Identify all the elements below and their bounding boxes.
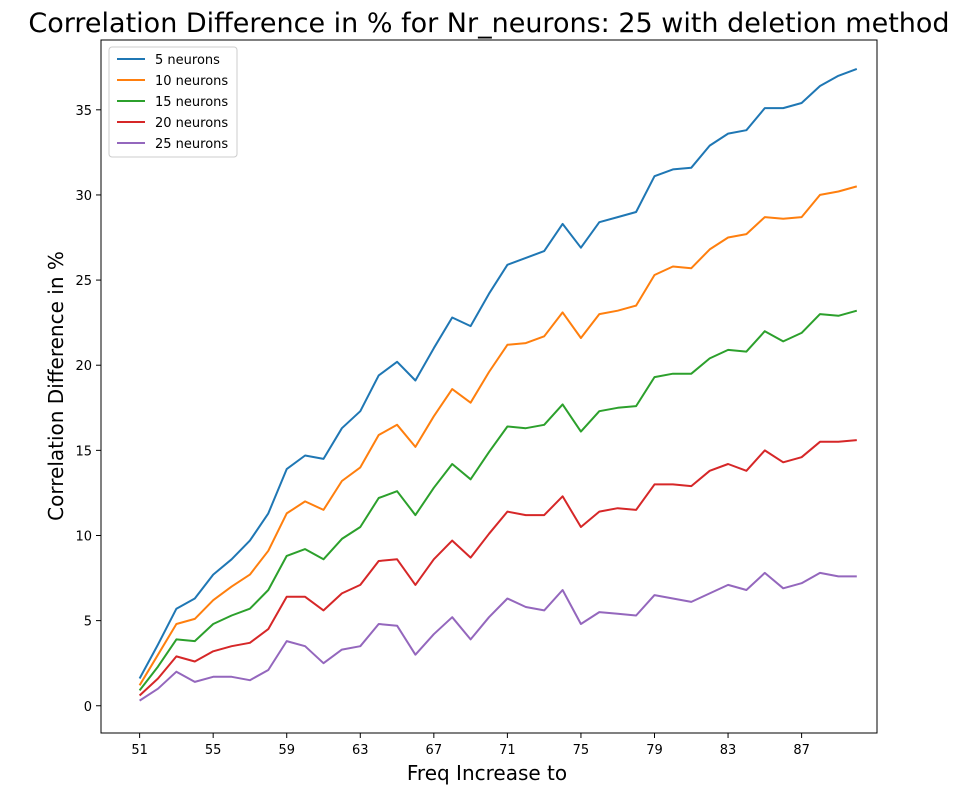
legend-label: 20 neurons: [155, 116, 228, 131]
plot-area: [100, 39, 878, 734]
x-tick-label: 75: [573, 743, 590, 758]
y-tick-label: 15: [75, 444, 92, 459]
y-tick-label: 25: [75, 274, 92, 289]
y-tick-label: 35: [75, 104, 92, 119]
x-tick-label: 87: [793, 743, 810, 758]
series-line-2: [138, 185, 858, 686]
y-tick-label: 30: [75, 189, 92, 204]
x-tick-label: 83: [720, 743, 737, 758]
y-tick-label: 10: [75, 529, 92, 544]
x-axis: 51 55 59 63 67 71 75 79 83 87: [131, 733, 810, 758]
x-tick-label: 55: [205, 743, 222, 758]
series-line-5: [139, 571, 857, 702]
y-tick-label: 20: [75, 359, 92, 374]
legend-label: 5 neurons: [155, 53, 220, 68]
y-axis: 0 5 10 15 20 25 30 35: [75, 104, 101, 715]
series-layer: [138, 67, 858, 702]
x-tick-label: 51: [131, 743, 148, 758]
legend-label: 25 neurons: [155, 137, 228, 152]
chart-title: Correlation Difference in % for Nr_neuro…: [28, 8, 949, 39]
y-tick-label: 5: [84, 615, 92, 630]
x-tick-label: 63: [352, 743, 369, 758]
x-tick-label: 67: [426, 743, 443, 758]
legend-box: [108, 46, 238, 158]
y-axis-label: Correlation Difference in %: [44, 251, 68, 521]
legend: 5 neurons 10 neurons 15 neurons 20 neurons 2…: [108, 46, 238, 158]
series-line-1: [138, 67, 858, 679]
legend-label: 10 neurons: [155, 74, 228, 89]
series-line-3: [138, 309, 858, 692]
x-tick-label: 71: [499, 743, 516, 758]
series-line-4: [138, 439, 857, 697]
x-tick-label: 79: [646, 743, 663, 758]
y-tick-label: 0: [84, 700, 92, 715]
x-tick-label: 59: [278, 743, 295, 758]
x-axis-label: Freq Increase to: [407, 761, 567, 785]
legend-label: 15 neurons: [155, 95, 228, 110]
